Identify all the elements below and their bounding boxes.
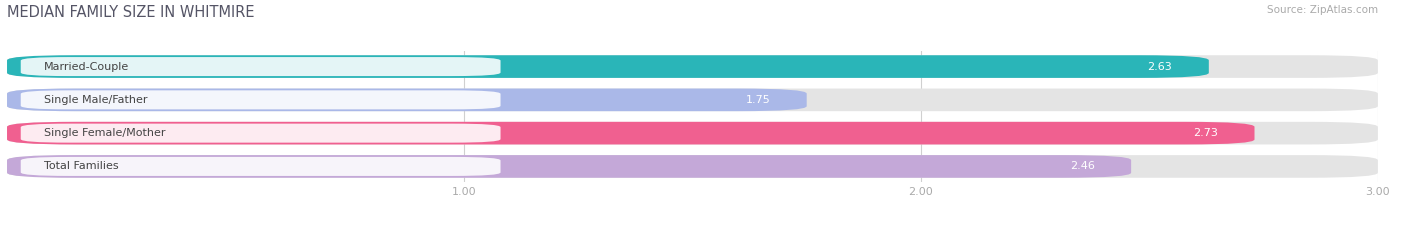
- Text: Single Male/Father: Single Male/Father: [44, 95, 148, 105]
- Text: Married-Couple: Married-Couple: [44, 62, 129, 72]
- FancyBboxPatch shape: [7, 155, 1130, 178]
- FancyBboxPatch shape: [7, 55, 1378, 78]
- Text: 2.73: 2.73: [1194, 128, 1218, 138]
- FancyBboxPatch shape: [7, 122, 1378, 144]
- Text: MEDIAN FAMILY SIZE IN WHITMIRE: MEDIAN FAMILY SIZE IN WHITMIRE: [7, 5, 254, 20]
- FancyBboxPatch shape: [7, 155, 1378, 178]
- FancyBboxPatch shape: [21, 157, 501, 176]
- FancyBboxPatch shape: [21, 57, 501, 76]
- FancyBboxPatch shape: [21, 90, 501, 109]
- Text: Total Families: Total Families: [44, 161, 118, 171]
- Text: 2.46: 2.46: [1070, 161, 1094, 171]
- FancyBboxPatch shape: [7, 89, 807, 111]
- FancyBboxPatch shape: [7, 122, 1254, 144]
- FancyBboxPatch shape: [21, 124, 501, 143]
- FancyBboxPatch shape: [7, 89, 1378, 111]
- FancyBboxPatch shape: [7, 55, 1209, 78]
- Text: Single Female/Mother: Single Female/Mother: [44, 128, 165, 138]
- Text: 2.63: 2.63: [1147, 62, 1173, 72]
- Text: 1.75: 1.75: [745, 95, 770, 105]
- Text: Source: ZipAtlas.com: Source: ZipAtlas.com: [1267, 5, 1378, 15]
